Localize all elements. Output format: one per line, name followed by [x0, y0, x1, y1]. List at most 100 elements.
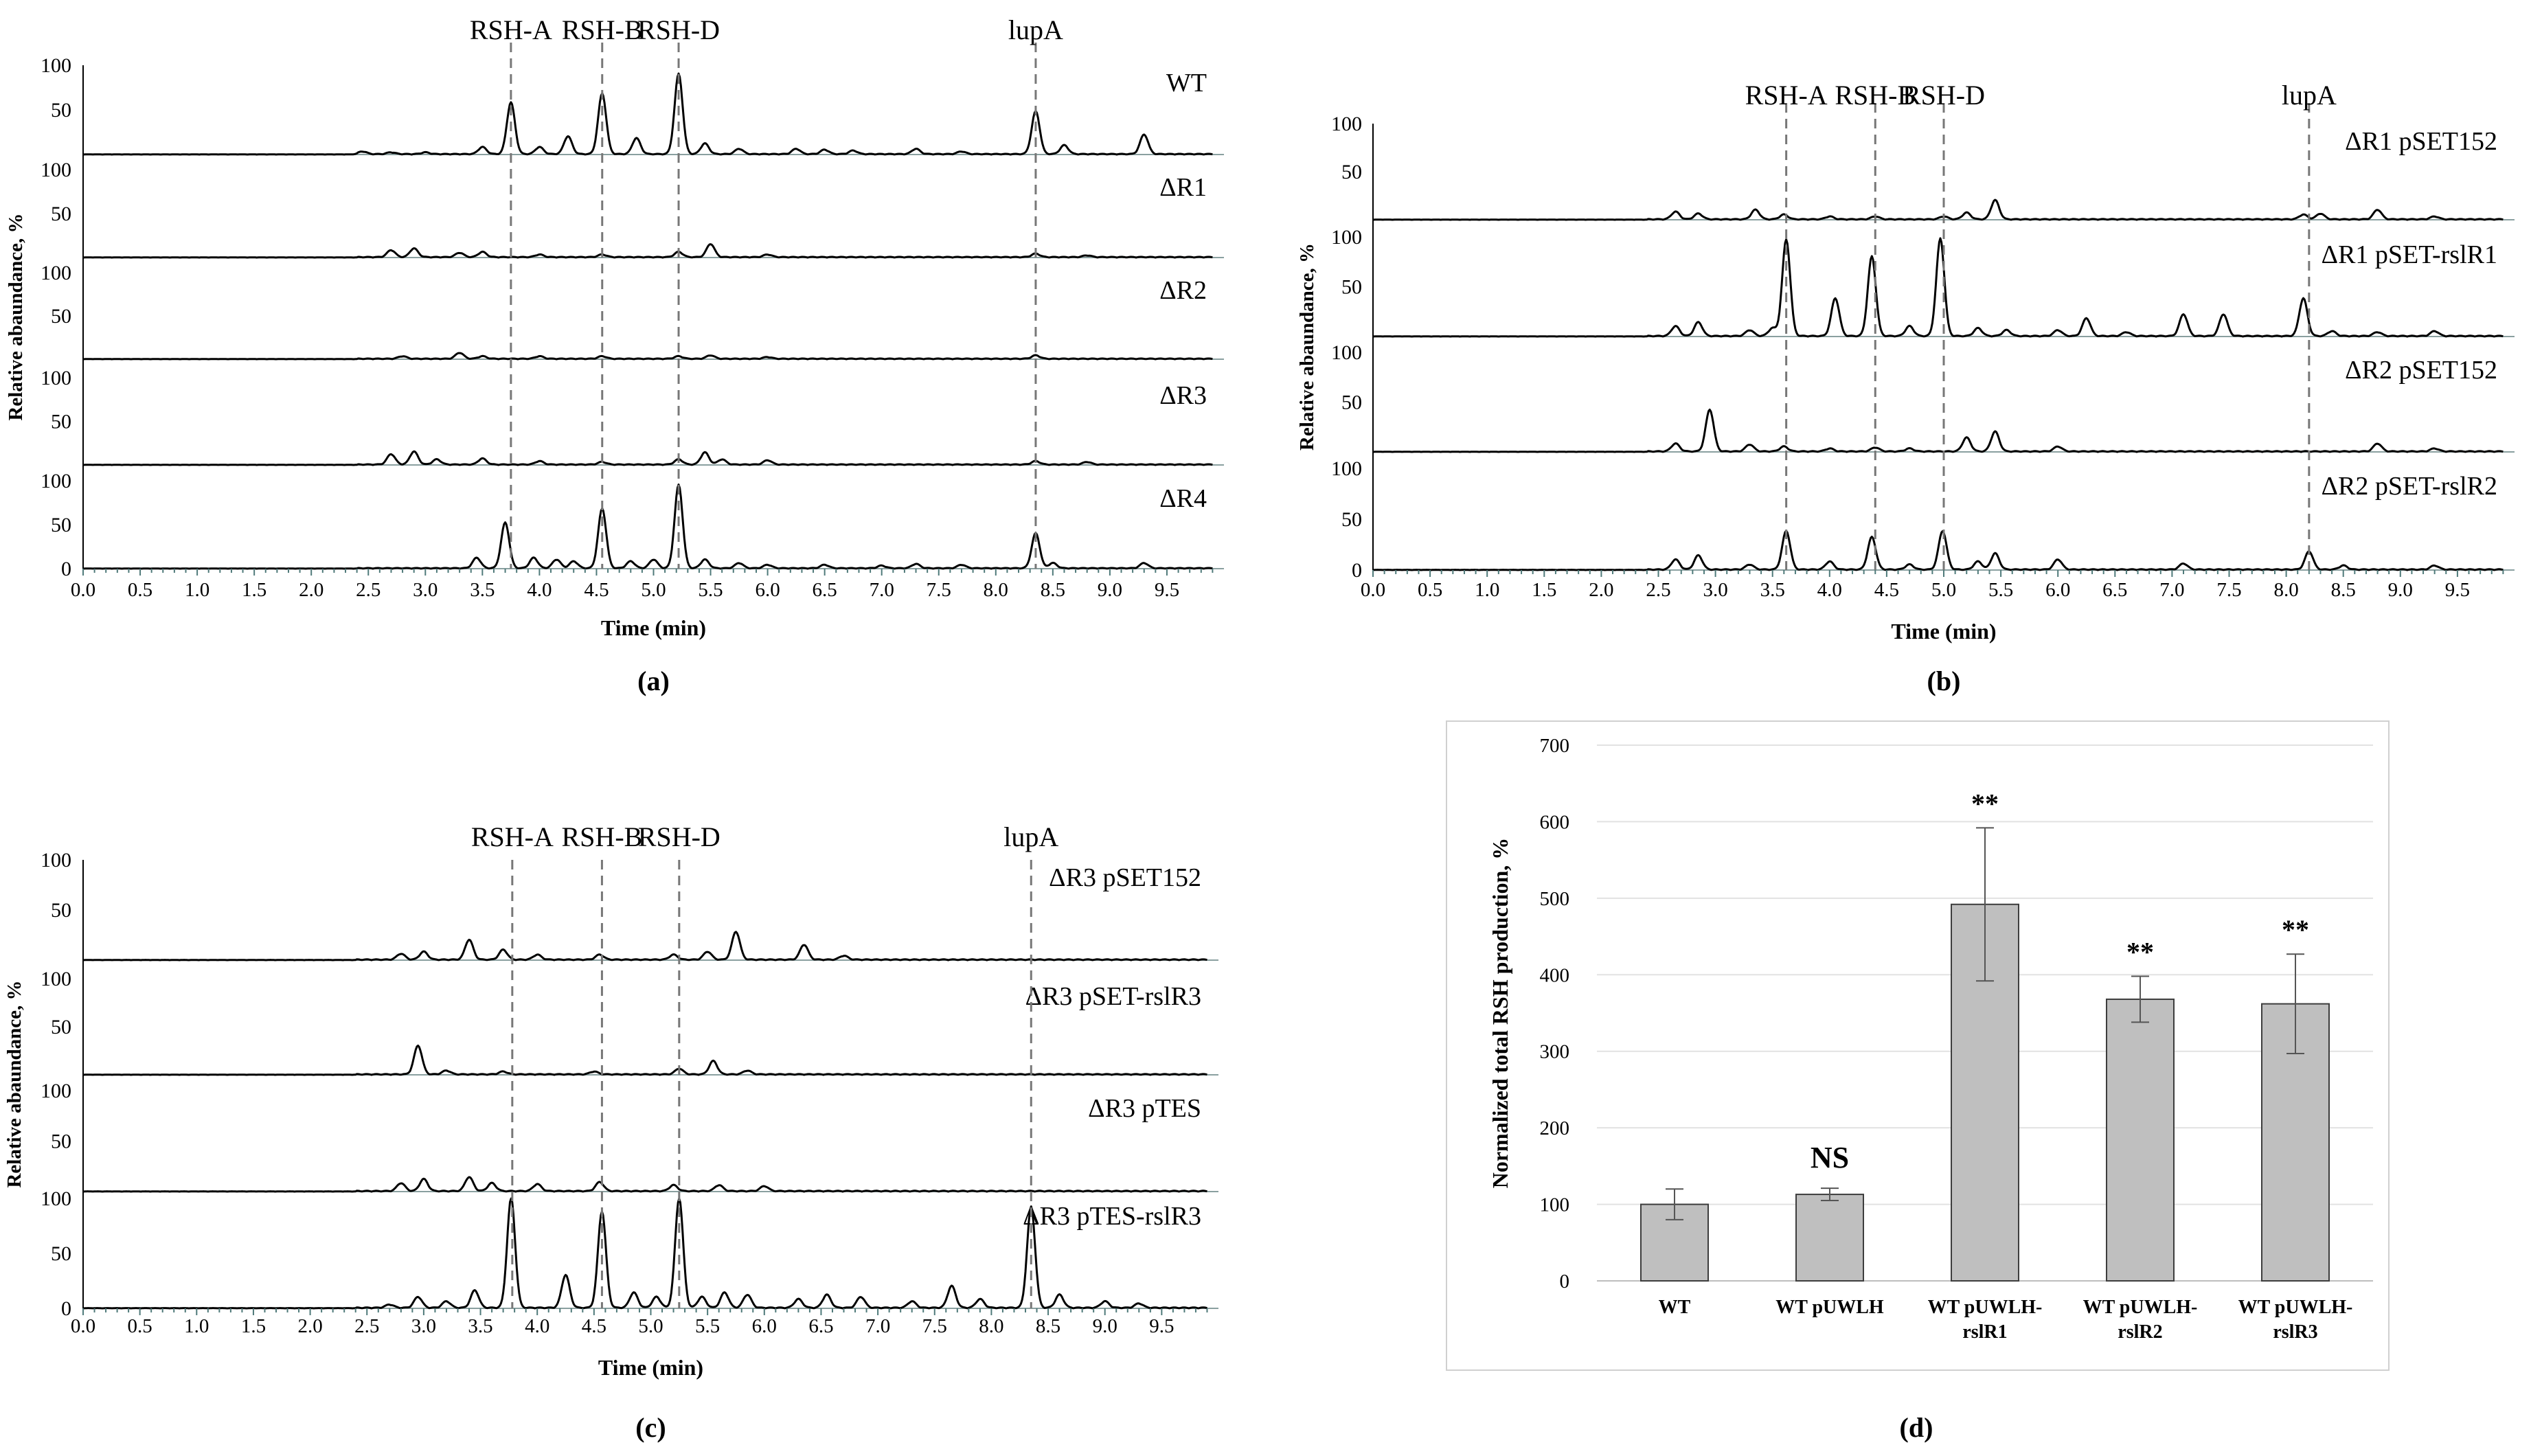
x-tick-label: 6.0 — [2045, 579, 2070, 601]
y-tick-label: 100 — [41, 159, 71, 181]
y-tick-label: 0 — [1560, 1271, 1570, 1293]
significance-label: ** — [2126, 937, 2154, 968]
bar-chart-panel: 0 100 200 300 400 500 600 700 WT NS WT pUWLH ** WT p… — [1446, 720, 2390, 1443]
series-label: ΔR4 — [1159, 484, 1207, 513]
x-tick-label: 5.0 — [638, 1315, 663, 1337]
trace-line — [82, 1045, 1207, 1076]
y-tick-label: 0 — [61, 558, 71, 580]
category-label-line: rslR3 — [2273, 1321, 2317, 1343]
x-tick-label: 1.0 — [184, 1315, 209, 1337]
x-tick-label: 5.0 — [641, 579, 666, 601]
category-label-line: WT pUWLH- — [2238, 1297, 2353, 1318]
y-tick-label: 50 — [51, 1242, 71, 1265]
x-tick-label: 2.5 — [354, 1315, 379, 1337]
x-tick-label: 3.5 — [1760, 579, 1785, 601]
y-tick-label: 50 — [51, 99, 71, 122]
marker-label: RSH-B — [1835, 80, 1916, 111]
marker-label: RSH-D — [1903, 80, 1985, 111]
x-tick-label: 3.5 — [470, 579, 495, 601]
category-label-line: WT pUWLH- — [1928, 1297, 2043, 1318]
trace-line — [1372, 409, 2504, 453]
category-label: WT pUWLH — [1775, 1297, 1884, 1318]
x-axis-label: Time (min) — [1891, 619, 1996, 644]
y-tick-label: 100 — [41, 968, 71, 990]
y-tick-label: 200 — [1540, 1117, 1570, 1139]
x-tick-label: 9.5 — [1149, 1315, 1174, 1337]
series-label: ΔR2 — [1159, 276, 1207, 305]
x-axis-label: Time (min) — [598, 1355, 703, 1380]
x-tick-label: 8.0 — [979, 1315, 1003, 1337]
panel-label: (d) — [1900, 1412, 1933, 1443]
y-axis-label: Relative abaundance, % — [1296, 243, 1318, 451]
y-tick-label: 500 — [1540, 888, 1570, 910]
category-label-line: WT pUWLH — [1775, 1297, 1884, 1318]
x-tick-label: 4.0 — [527, 579, 552, 601]
x-tick-label: 7.5 — [2216, 579, 2241, 601]
y-tick-label: 50 — [1341, 161, 1362, 183]
bar — [1795, 1194, 1864, 1282]
bar — [2261, 1003, 2330, 1282]
x-tick-label: 1.5 — [241, 1315, 266, 1337]
y-tick-label: 100 — [41, 262, 71, 284]
x-tick-label: 4.5 — [1874, 579, 1899, 601]
y-tick-label: 100 — [1331, 457, 1362, 480]
y-tick-label: 100 — [41, 1187, 71, 1210]
x-tick-label: 2.5 — [1646, 579, 1670, 601]
category-label-line: WT pUWLH- — [2083, 1297, 2198, 1318]
x-tick-label: 4.5 — [584, 579, 609, 601]
series-label: ΔR3 — [1159, 381, 1207, 410]
series-label: ΔR3 pTES — [1088, 1094, 1201, 1123]
y-tick-label: 50 — [51, 1016, 71, 1038]
x-tick-label: 3.0 — [413, 579, 438, 601]
y-tick-label: 400 — [1540, 964, 1570, 986]
x-tick-label: 0.0 — [71, 579, 95, 601]
panel-label: (b) — [1927, 666, 1961, 696]
x-tick-label: 5.5 — [698, 579, 723, 601]
x-tick-label: 2.5 — [356, 579, 381, 601]
x-axis-label: Time (min) — [601, 615, 706, 640]
category-label-line: rslR2 — [2118, 1321, 2162, 1343]
x-tick-label: 3.0 — [1703, 579, 1727, 601]
marker-label: RSH-B — [562, 821, 643, 852]
x-tick-label: 0.0 — [1361, 579, 1385, 601]
chromatogram-panel-0: 100 50 WT 100 50 ΔR1 100 50 ΔR2 100 50 ΔR3 100 50 0 ΔR4… — [5, 14, 1224, 696]
x-tick-label: 7.5 — [922, 1315, 947, 1337]
marker-label: RSH-D — [638, 821, 720, 852]
x-tick-label: 5.0 — [1931, 579, 1956, 601]
y-tick-label: 100 — [1331, 341, 1362, 364]
y-tick-label: 300 — [1540, 1041, 1570, 1063]
x-tick-label: 0.5 — [128, 579, 152, 601]
x-tick-label: 0.0 — [71, 1315, 95, 1337]
x-tick-label: 6.0 — [752, 1315, 777, 1337]
panel-label: (c) — [635, 1412, 666, 1443]
y-tick-label: 50 — [51, 899, 71, 922]
x-tick-label: 0.5 — [128, 1315, 152, 1337]
chart-frame — [1446, 720, 2390, 1371]
marker-label: RSH-A — [470, 14, 552, 45]
trace-line — [82, 352, 1213, 361]
series-label: ΔR3 pSET-rslR3 — [1025, 982, 1201, 1011]
trace-line — [82, 931, 1207, 962]
category-label: WT pUWLH-rslR3 — [2238, 1297, 2353, 1343]
series-label: ΔR2 pSET-rslR2 — [2322, 472, 2497, 501]
y-tick-label: 50 — [51, 514, 71, 536]
x-tick-label: 7.0 — [870, 579, 894, 601]
marker-label: lupA — [1003, 821, 1058, 852]
x-tick-label: 7.0 — [865, 1315, 890, 1337]
y-tick-label: 50 — [51, 1130, 71, 1153]
x-tick-label: 1.5 — [1532, 579, 1556, 601]
x-tick-label: 1.5 — [242, 579, 266, 601]
x-tick-label: 4.0 — [1817, 579, 1842, 601]
y-axis-label: Relative abaundance, % — [5, 213, 27, 420]
trace-line — [82, 484, 1213, 570]
y-tick-label: 50 — [1341, 391, 1362, 414]
x-tick-label: 3.5 — [468, 1315, 492, 1337]
x-tick-label: 8.0 — [984, 579, 1008, 601]
trace-line — [82, 1176, 1207, 1193]
series-label: ΔR1 pSET152 — [2345, 127, 2497, 156]
y-tick-label: 700 — [1540, 735, 1570, 757]
marker-label: RSH-A — [471, 821, 554, 852]
significance-label: ** — [2282, 914, 2309, 945]
series-label: ΔR2 pSET152 — [2345, 356, 2497, 385]
